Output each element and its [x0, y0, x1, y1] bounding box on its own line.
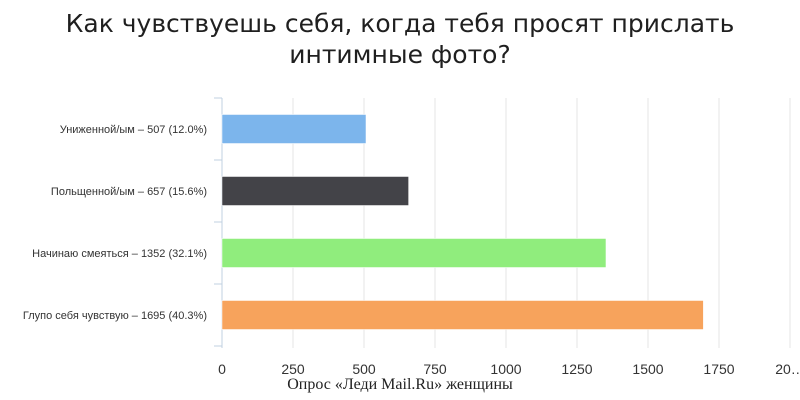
chart-caption: Опрос «Леди Mail.Ru» женщины	[287, 376, 513, 393]
x-tick-label: 1000	[490, 361, 521, 377]
bar	[221, 176, 409, 206]
x-tick-label: 1250	[561, 361, 592, 377]
chart-title: Как чувствуешь себя, когда тебя просят п…	[0, 8, 800, 70]
x-tick-label: 1500	[632, 361, 663, 377]
category-label: Польщенной/ым – 657 (15.6%)	[51, 186, 207, 198]
bar	[221, 114, 367, 144]
bar	[221, 300, 704, 330]
x-tick-label: 0	[218, 361, 226, 377]
category-label: Глупо себя чувствую – 1695 (40.3%)	[23, 310, 207, 322]
category-label: Начинаю смеяться – 1352 (32.1%)	[32, 248, 207, 260]
chart-title-line-1: Как чувствуешь себя, когда тебя просят п…	[65, 9, 735, 38]
bar	[221, 238, 607, 268]
category-label: Униженной/ым – 507 (12.0%)	[60, 124, 207, 136]
x-tick-label: 750	[423, 361, 447, 377]
x-tick-label: 20…	[775, 361, 800, 377]
x-tick-label: 1750	[703, 361, 734, 377]
x-tick-label: 250	[281, 361, 305, 377]
x-tick-label: 500	[352, 361, 376, 377]
chart-title-line-2: интимные фото?	[289, 40, 511, 69]
